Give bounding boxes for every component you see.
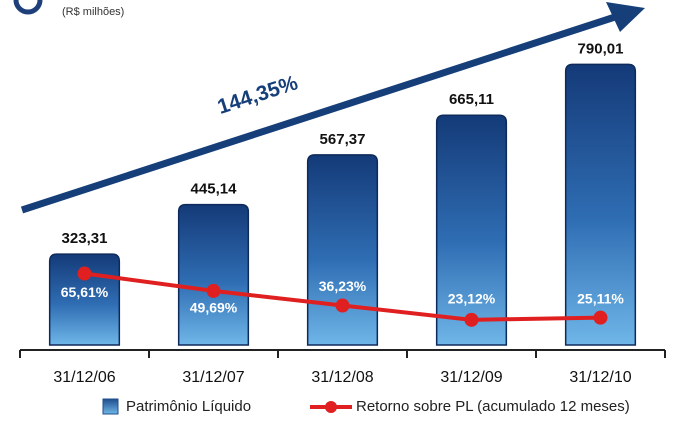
- line-marker: [593, 310, 608, 325]
- x-tick-label: 31/12/06: [53, 369, 115, 386]
- growth-annotation: 144,35%: [215, 71, 301, 119]
- logo-icon: [13, 0, 43, 15]
- bar-value-label: 665,11: [449, 91, 494, 108]
- bar-value-label: 790,01: [578, 40, 624, 57]
- line-value-label: 49,69%: [190, 300, 238, 316]
- growth-arrow: [20, 13, 617, 214]
- bar-value-label: 445,14: [191, 181, 238, 198]
- legend-label: Retorno sobre PL (acumulado 12 meses): [356, 398, 630, 415]
- legend-swatch: [102, 398, 119, 415]
- line-marker: [335, 298, 350, 313]
- legend-marker: [325, 401, 337, 413]
- arrow-head: [606, 2, 645, 32]
- x-tick-label: 31/12/09: [440, 369, 502, 386]
- legend-label: Patrimônio Líquido: [126, 398, 251, 415]
- bar-value-label: 567,37: [320, 131, 366, 148]
- line-marker: [206, 283, 221, 298]
- bar: [177, 203, 250, 346]
- x-tick-label: 31/12/07: [182, 369, 244, 386]
- line-value-label: 36,23%: [319, 278, 367, 294]
- line-value-label: 23,12%: [448, 291, 496, 307]
- bar: [435, 114, 508, 346]
- bar: [564, 63, 637, 346]
- line-value-label: 65,61%: [61, 284, 109, 300]
- bar-value-label: 323,31: [62, 230, 108, 247]
- x-tick-label: 31/12/08: [311, 369, 373, 386]
- chart-subtitle: (R$ milhões): [62, 6, 124, 18]
- x-tick-label: 31/12/10: [569, 369, 631, 386]
- bar: [306, 154, 379, 346]
- line-value-label: 25,11%: [577, 290, 624, 306]
- line-marker: [464, 312, 479, 327]
- line-marker: [77, 266, 92, 281]
